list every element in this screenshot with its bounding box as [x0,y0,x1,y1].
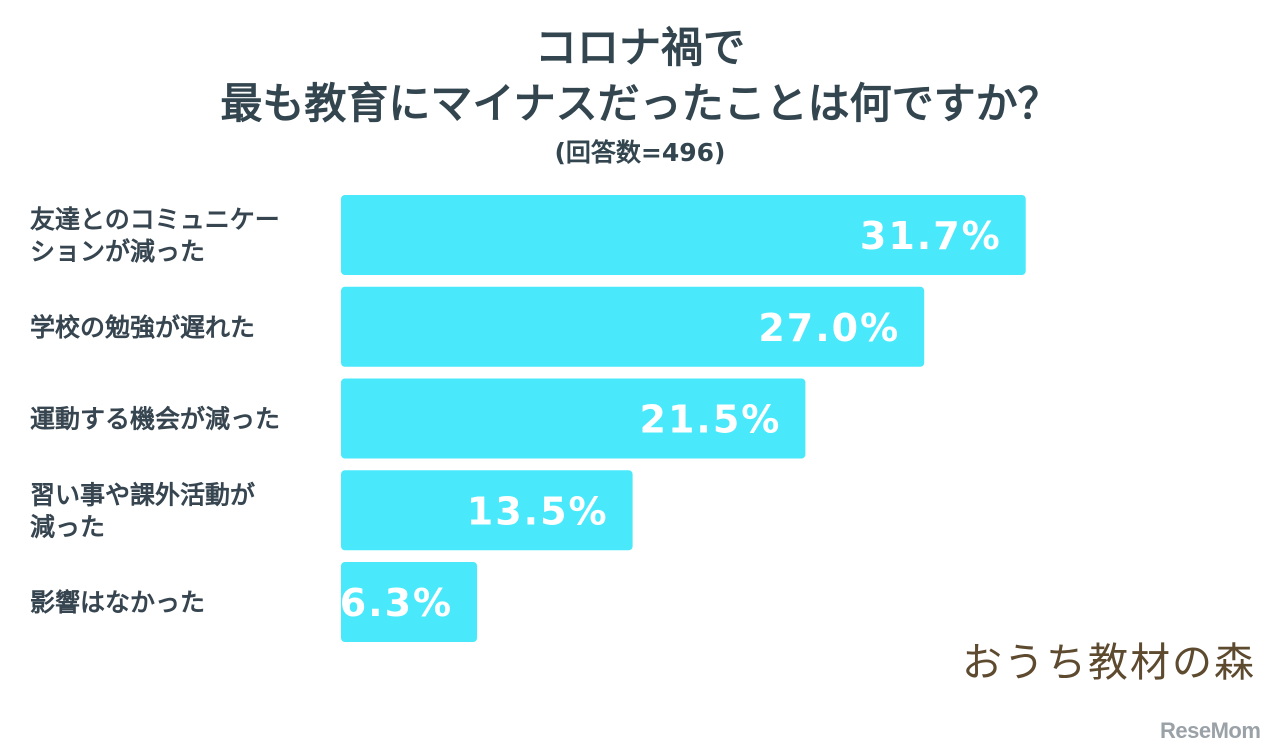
chart-title-line1: コロナ禍で [534,23,745,72]
source-credit: ReseMom [1160,718,1261,743]
bar-group: 6.3% 影響はなかった [30,562,478,642]
chart-title-line2: 最も教育にマイナスだったことは何ですか？ [220,79,1060,128]
bar-group: 31.7% 友達とのコミュニケーションが減った [30,195,1026,275]
category-label: 友達とのコミュニケーションが減った [30,205,280,266]
category-label: 学校の勉強が遅れた [30,313,255,342]
bar-value-label: 21.5% [640,398,782,442]
bar-value-label: 6.3% [340,581,453,625]
bar [341,286,925,367]
bar [341,470,633,551]
bar-value-label: 31.7% [860,214,1002,258]
bar [341,195,1026,275]
category-label: 運動する機会が減った [30,405,280,434]
bar [341,378,806,459]
category-label: 習い事や課外活動が減った [30,480,255,541]
bar-value-label: 13.5% [467,489,609,533]
bar [341,562,478,642]
brand-logo: おうち教材の森 [962,640,1256,686]
bar-group: 13.5% 習い事や課外活動が減った [30,470,633,551]
bar-group: 21.5% 運動する機会が減った [30,378,806,459]
bar-value-label: 27.0% [758,306,900,350]
bar-group: 27.0% 学校の勉強が遅れた [30,286,925,367]
chart-subtitle: (回答数=496) [554,138,726,167]
category-label: 影響はなかった [30,588,205,617]
